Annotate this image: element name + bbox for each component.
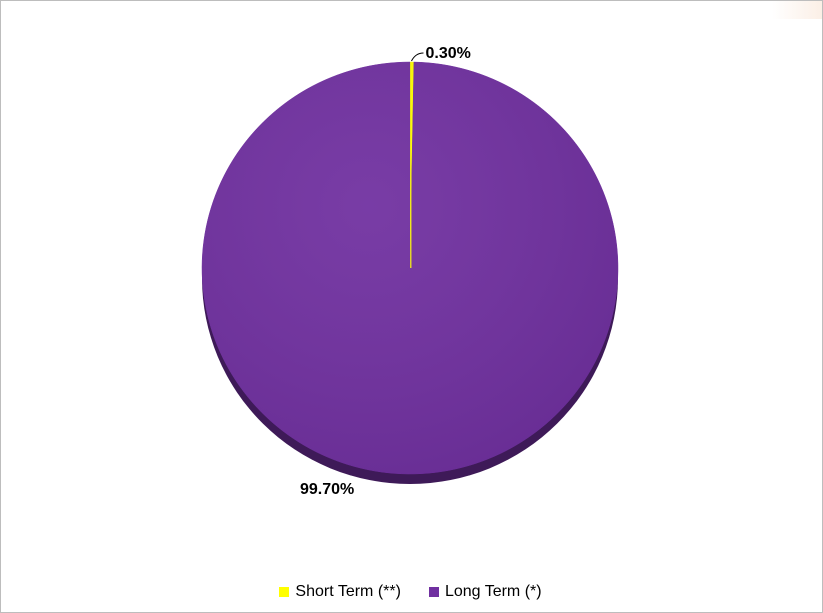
leader-line-short-term xyxy=(411,52,424,62)
legend-swatch-short-term xyxy=(279,587,290,597)
data-label-long-term: 99.70% xyxy=(300,481,354,498)
legend-item-long-term: Long Term (*) xyxy=(428,583,542,601)
legend-item-short-term: Short Term (**) xyxy=(279,583,401,601)
legend: Short Term (**) Long Term (*) xyxy=(0,583,821,601)
pie-slices xyxy=(201,61,619,475)
legend-label-short-term: Short Term (**) xyxy=(295,583,401,600)
data-label-short-term: 0.30% xyxy=(426,45,471,62)
pie-slice-long-term xyxy=(201,61,619,475)
legend-label-long-term: Long Term (*) xyxy=(444,583,542,600)
corner-shade xyxy=(772,1,822,19)
legend-swatch-long-term xyxy=(428,587,439,597)
